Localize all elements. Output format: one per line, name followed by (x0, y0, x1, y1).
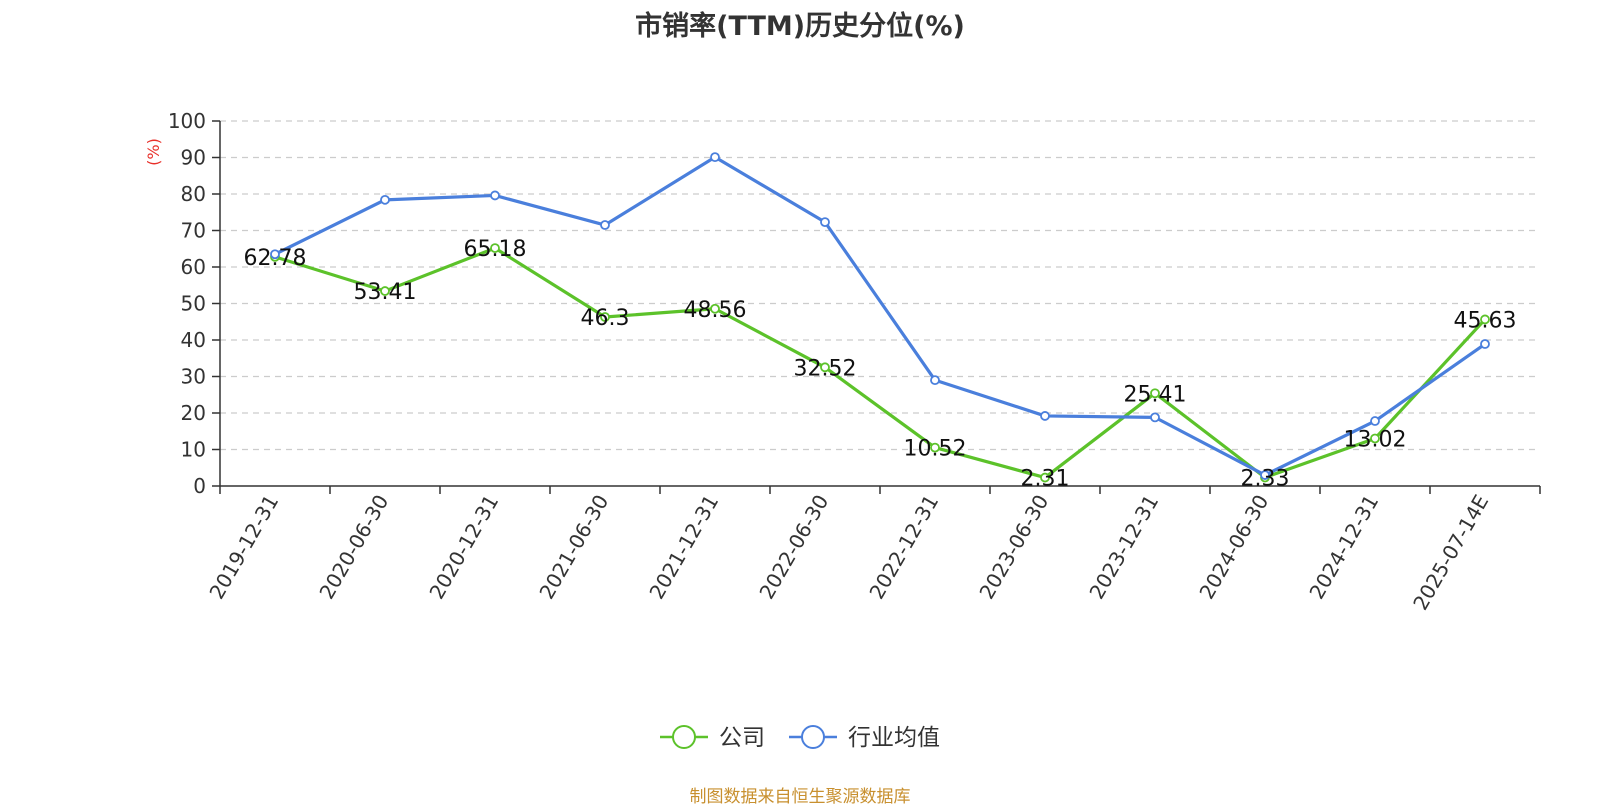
data-point (1150, 388, 1160, 399)
x-tick-label: 2022-12-31 (864, 491, 943, 604)
series-line (274, 246, 1487, 480)
data-point (930, 442, 940, 453)
data-point (820, 217, 830, 228)
series-2 (270, 152, 1490, 480)
x-tick-label: 2022-06-30 (754, 491, 833, 604)
data-point (600, 312, 610, 322)
y-axis-unit-label: (%) (144, 138, 163, 166)
series-1 (270, 243, 1490, 483)
data-label: 48.56 (684, 298, 747, 323)
data-point (490, 243, 500, 253)
series-line (274, 155, 1486, 477)
data-point (380, 194, 390, 205)
y-tick-label: 60 (181, 255, 206, 279)
data-label: 45.63 (1454, 308, 1517, 333)
chart-title: 市销率(TTM)历史分位(%) (635, 11, 965, 42)
data-point (820, 362, 830, 373)
data-labels: 62.78 53.41 65.18 46.3 48.56 32.52 10.52 2.31 25… (244, 237, 1517, 491)
data-point (490, 190, 500, 201)
data-label: 65.18 (464, 237, 527, 262)
data-point (1150, 412, 1160, 423)
x-tick-label: 2020-12-31 (424, 491, 503, 604)
data-point (1480, 314, 1490, 325)
y-tick-label: 10 (181, 438, 206, 462)
data-point (1480, 339, 1490, 349)
y-tick-label: 50 (181, 292, 206, 316)
data-point (930, 375, 940, 386)
data-label: 25.41 (1124, 382, 1187, 407)
legend-label: 行业均值 (848, 725, 940, 751)
data-point (1370, 416, 1380, 426)
data-label: 13.02 (1344, 427, 1407, 452)
x-tick-label: 2019-12-31 (204, 491, 283, 604)
legend-item[interactable]: 公司 (660, 725, 765, 751)
x-tick-label: 2021-12-31 (644, 491, 723, 604)
legend-item[interactable]: 行业均值 (789, 725, 940, 751)
series-lines (270, 152, 1490, 483)
data-point (380, 286, 390, 296)
y-tick-label: 80 (181, 182, 206, 206)
legend-marker (801, 725, 825, 749)
data-label: 46.3 (581, 306, 630, 331)
data-point (1040, 472, 1050, 483)
data-point (710, 303, 720, 314)
x-tick-label: 2023-06-30 (974, 491, 1053, 604)
legend-label: 公司 (719, 725, 765, 751)
source-note: 制图数据来自恒生聚源数据库 (689, 787, 911, 807)
data-label: 32.52 (794, 356, 857, 381)
legend-marker (672, 725, 696, 749)
data-point (1040, 411, 1050, 421)
x-tick-label: 2025-07-14E (1408, 491, 1493, 615)
data-label: 2.31 (1021, 467, 1070, 492)
data-label: 2.33 (1241, 466, 1290, 491)
y-tick-label: 40 (181, 328, 206, 352)
y-tick-label: 100 (168, 109, 206, 133)
data-point (1370, 433, 1380, 444)
x-tick-label: 2020-06-30 (314, 491, 393, 604)
x-tick-label: 2024-06-30 (1194, 491, 1273, 604)
legend[interactable]: 公司 行业均值 (660, 725, 940, 751)
y-tick-label: 30 (181, 365, 206, 389)
data-point (1260, 470, 1270, 480)
y-tick-label: 90 (181, 146, 206, 170)
data-label: 53.41 (354, 280, 417, 305)
data-point (710, 152, 720, 163)
x-tick-label: 2023-12-31 (1084, 491, 1163, 604)
y-tick-label: 70 (181, 219, 206, 243)
x-tick-label: 2021-06-30 (534, 491, 613, 604)
data-label: 10.52 (904, 437, 967, 462)
data-point (600, 220, 610, 230)
x-tick-label: 2024-12-31 (1304, 491, 1383, 604)
y-tick-label: 0 (193, 474, 206, 498)
grid-lines (220, 120, 1540, 451)
y-tick-label: 20 (181, 401, 206, 425)
data-point (270, 249, 280, 260)
data-label: 62.78 (244, 246, 307, 271)
